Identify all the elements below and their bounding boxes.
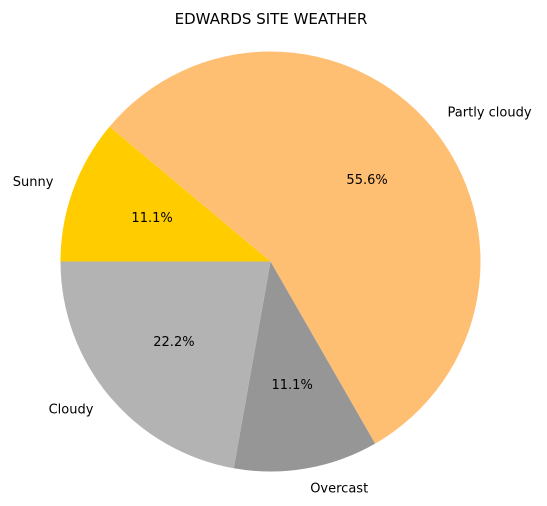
pie-category-label: Cloudy (49, 402, 94, 417)
pie-slices (60, 51, 481, 472)
pie-percent-label: 11.1% (131, 211, 172, 226)
pie-category-label: Overcast (310, 482, 368, 497)
pie-percent-label: 55.6% (346, 173, 387, 188)
pie-labels: 11.1% Sunny 55.6% Partly cloudy 11.1% Overcas… (13, 106, 532, 497)
pie-slice-overcast (233, 261, 376, 472)
pie-percent-label: 11.1% (272, 378, 313, 393)
chart-title: EDWARDS SITE WEATHER (175, 10, 368, 28)
pie-category-label: Sunny (13, 175, 54, 190)
pie-slice-partly-cloudy (109, 51, 481, 444)
pie-slice-cloudy (60, 261, 271, 469)
pie-slice-sunny (60, 126, 271, 262)
pie-percent-label: 22.2% (153, 335, 194, 350)
pie-category-label: Partly cloudy (448, 106, 532, 121)
